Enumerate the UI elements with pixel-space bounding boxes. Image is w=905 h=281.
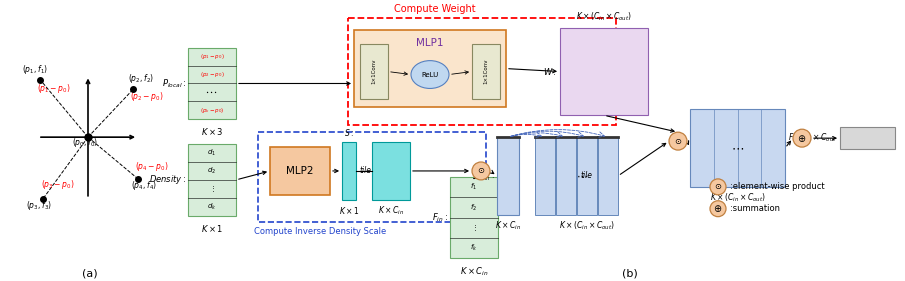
Text: $Density:$: $Density:$	[148, 173, 186, 186]
Text: $d_1$: $d_1$	[207, 148, 216, 158]
Text: :summation: :summation	[730, 204, 780, 213]
Text: 1×1Conv: 1×1Conv	[371, 59, 376, 84]
Text: $K\times C_{in}$: $K\times C_{in}$	[378, 205, 405, 217]
Circle shape	[710, 179, 726, 195]
Text: $\odot$: $\odot$	[477, 166, 485, 175]
FancyBboxPatch shape	[497, 137, 519, 215]
Text: Compute Weight: Compute Weight	[395, 4, 476, 14]
Text: $(p_1, f_1)$: $(p_1, f_1)$	[22, 63, 48, 76]
FancyBboxPatch shape	[556, 137, 576, 215]
Text: $\tilde{F}_{in}:$: $\tilde{F}_{in}:$	[481, 168, 495, 183]
FancyBboxPatch shape	[577, 137, 597, 215]
Text: $\oplus$: $\oplus$	[797, 133, 806, 144]
Text: $(p_k-p_0)$: $(p_k-p_0)$	[200, 106, 224, 115]
Text: $f_2$: $f_2$	[471, 202, 478, 212]
Text: $\odot$: $\odot$	[714, 182, 722, 191]
FancyBboxPatch shape	[472, 44, 500, 99]
Text: $\cdots$: $\cdots$	[731, 142, 744, 155]
Text: $K\times C_{in}$: $K\times C_{in}$	[495, 220, 521, 232]
Circle shape	[472, 162, 490, 180]
Text: $\bullet\bullet\bullet$: $\bullet\bullet\bullet$	[205, 90, 219, 95]
Text: $K\times1$: $K\times1$	[201, 223, 224, 234]
Text: $d_k$: $d_k$	[207, 202, 216, 212]
Text: $(p_0, f_0)$: $(p_0, f_0)$	[72, 136, 98, 149]
Text: $(p_4, f_4)$: $(p_4, f_4)$	[131, 179, 157, 192]
Text: 1×1Conv: 1×1Conv	[483, 59, 489, 84]
Text: $f_k$: $f_k$	[471, 243, 478, 253]
Text: $\boldsymbol{F_{out}}$: $1\times C_{out}$: $\boldsymbol{F_{out}}$: $1\times C_{out}…	[788, 132, 837, 144]
Text: $W:$: $W:$	[543, 66, 557, 77]
Text: $P_{local}:$: $P_{local}:$	[162, 77, 186, 90]
Text: $K\times C_{in}$: $K\times C_{in}$	[460, 265, 489, 278]
FancyBboxPatch shape	[354, 30, 506, 107]
FancyBboxPatch shape	[535, 137, 555, 215]
Text: $\odot$: $\odot$	[674, 137, 682, 146]
Text: $K\times3$: $K\times3$	[201, 126, 224, 137]
Text: MLP1: MLP1	[416, 38, 443, 48]
Ellipse shape	[411, 61, 449, 89]
Text: $(p_2-p_0)$: $(p_2-p_0)$	[130, 90, 164, 103]
Text: $S:$: $S:$	[344, 127, 354, 138]
Text: $\vdots$: $\vdots$	[209, 184, 214, 194]
Circle shape	[793, 129, 811, 147]
FancyBboxPatch shape	[188, 144, 236, 216]
Text: $(p_2, f_2)$: $(p_2, f_2)$	[128, 72, 154, 85]
Text: $(p_1-p_0)$: $(p_1-p_0)$	[200, 52, 224, 61]
FancyBboxPatch shape	[840, 127, 895, 149]
Text: $K\times(C_{in}\times C_{out})$: $K\times(C_{in}\times C_{out})$	[559, 220, 614, 232]
Text: tile: tile	[581, 171, 593, 180]
Text: MLP2: MLP2	[286, 166, 314, 176]
Text: (a): (a)	[82, 268, 98, 278]
Text: $K\times(C_{in}\times C_{out})$: $K\times(C_{in}\times C_{out})$	[710, 192, 766, 204]
Text: $(p_2-p_0)$: $(p_2-p_0)$	[200, 70, 224, 79]
FancyBboxPatch shape	[690, 109, 785, 187]
Text: ReLU: ReLU	[422, 72, 439, 78]
FancyBboxPatch shape	[342, 142, 356, 200]
Text: $(p_1-p_0)$: $(p_1-p_0)$	[37, 82, 71, 96]
Circle shape	[710, 201, 726, 217]
Text: $(p_4-p_0)$: $(p_4-p_0)$	[135, 160, 169, 173]
FancyBboxPatch shape	[270, 147, 330, 195]
Text: tile: tile	[360, 166, 372, 175]
FancyBboxPatch shape	[360, 44, 388, 99]
Circle shape	[669, 132, 687, 150]
Text: Compute Inverse Density Scale: Compute Inverse Density Scale	[254, 226, 386, 235]
Text: $F_{in}:$: $F_{in}:$	[433, 211, 448, 224]
Text: $K\times1$: $K\times1$	[338, 205, 359, 216]
FancyBboxPatch shape	[560, 28, 648, 115]
FancyBboxPatch shape	[188, 48, 236, 119]
Text: $\oplus$: $\oplus$	[713, 203, 722, 214]
Text: (b): (b)	[622, 268, 638, 278]
Text: $K\times(C_{in}\times C_{out})$: $K\times(C_{in}\times C_{out})$	[576, 10, 632, 23]
FancyBboxPatch shape	[450, 177, 498, 259]
Text: $f_1$: $f_1$	[471, 182, 478, 192]
Text: $(p_3, f_3)$: $(p_3, f_3)$	[26, 199, 52, 212]
Text: $(p_3-p_0)$: $(p_3-p_0)$	[41, 178, 75, 191]
FancyBboxPatch shape	[372, 142, 410, 200]
Text: $\vdots$: $\vdots$	[472, 223, 477, 233]
FancyBboxPatch shape	[598, 137, 618, 215]
Text: $d_2$: $d_2$	[207, 166, 216, 176]
Text: :element-wise product: :element-wise product	[730, 182, 824, 191]
Text: $\cdots$: $\cdots$	[576, 171, 588, 181]
